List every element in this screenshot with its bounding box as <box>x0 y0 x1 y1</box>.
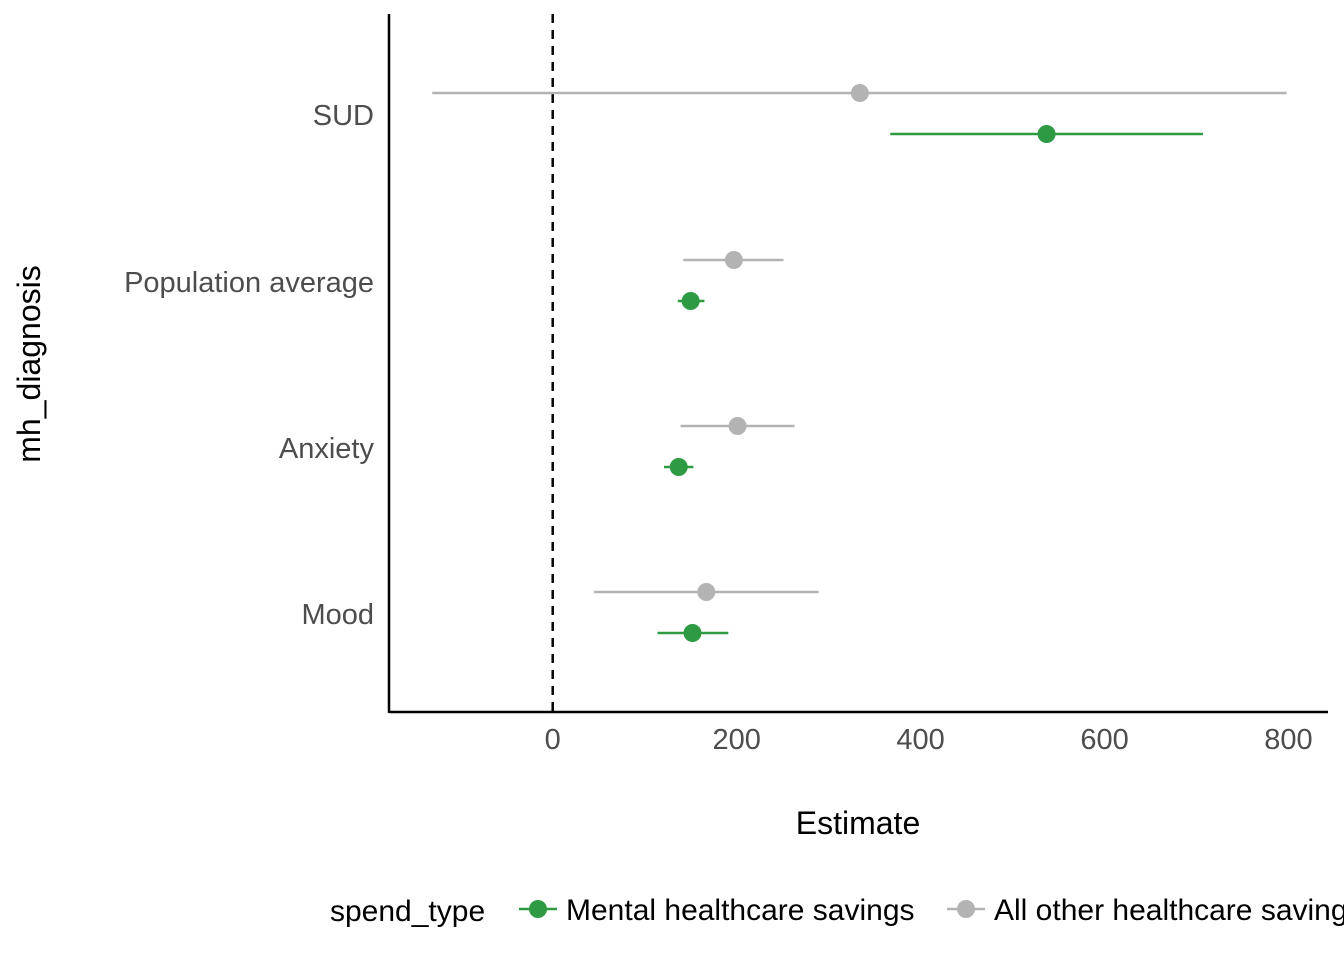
y-tick-label-mood: Mood <box>301 599 374 631</box>
y-tick-label-anxiety: Anxiety <box>279 433 375 465</box>
point-all-other-healthcare-savings-sud <box>850 84 869 102</box>
legend-key-point-all-other-healthcare-savings <box>957 900 975 918</box>
y-axis-title: mh_diagnosis <box>11 265 47 462</box>
point-mental-healthcare-savings-anxiety <box>669 458 688 476</box>
point-all-other-healthcare-savings-population-average <box>724 251 743 269</box>
point-mental-healthcare-savings-population-average <box>681 292 700 310</box>
axes: 0 200 400 600 800 Mood Anxiety Population avera… <box>124 14 1328 756</box>
legend-label-mental-healthcare-savings: Mental healthcare savings <box>566 894 915 927</box>
x-tick-label-200: 200 <box>712 724 760 756</box>
legend-label-all-other-healthcare-savings: All other healthcare savings <box>994 894 1344 927</box>
x-tick-label-600: 600 <box>1080 724 1128 756</box>
x-tick-label-800: 800 <box>1264 724 1312 756</box>
x-tick-label-0: 0 <box>545 724 561 756</box>
y-tick-label-population-average: Population average <box>124 267 374 299</box>
point-mental-healthcare-savings-mood <box>683 624 702 642</box>
point-mental-healthcare-savings-sud <box>1037 125 1056 143</box>
x-tick-label-400: 400 <box>896 724 944 756</box>
y-tick-label-sud: SUD <box>313 100 374 132</box>
legend-key-point-mental-healthcare-savings <box>529 900 547 918</box>
plot-area <box>432 14 1287 712</box>
legend-title: spend_type <box>330 895 485 928</box>
point-all-other-healthcare-savings-mood <box>697 583 716 601</box>
point-all-other-healthcare-savings-anxiety <box>728 417 747 435</box>
x-axis-title: Estimate <box>796 805 920 841</box>
legend: spend_type Mental healthcare savings All … <box>330 894 1344 928</box>
